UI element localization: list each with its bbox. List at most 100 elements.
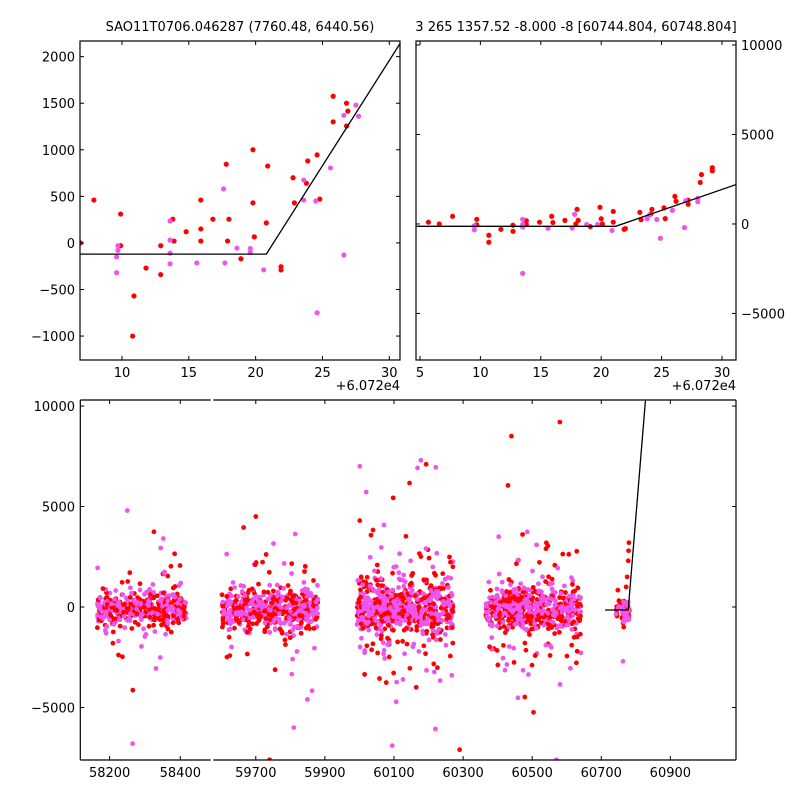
data-point-magenta <box>381 647 387 653</box>
data-point-red <box>762 569 767 574</box>
data-point-magenta <box>402 651 407 657</box>
data-point-magenta <box>633 599 638 604</box>
data-point-magenta <box>752 595 757 600</box>
data-point-red <box>170 585 176 591</box>
data-point-red <box>774 615 779 620</box>
data-point-magenta <box>661 603 666 608</box>
data-point-red <box>691 600 696 605</box>
x-tick-label: 25 <box>653 366 670 381</box>
data-point-magenta <box>675 628 680 633</box>
data-point-red <box>772 602 777 607</box>
data-point-magenta <box>686 603 691 608</box>
data-point-magenta <box>372 568 377 574</box>
data-point-red <box>121 602 126 608</box>
data-point-red <box>672 193 678 200</box>
data-point-magenta <box>794 611 799 616</box>
data-point-red <box>660 598 665 603</box>
data-point-red <box>289 561 295 567</box>
data-point-magenta <box>769 648 774 653</box>
data-point-red <box>510 594 516 600</box>
data-point-red <box>569 621 575 627</box>
data-point-red <box>262 627 268 633</box>
data-point-red <box>639 605 644 610</box>
data-point-magenta <box>669 618 674 623</box>
data-point-red <box>690 613 695 618</box>
data-point-magenta <box>553 610 559 616</box>
data-point-red <box>696 601 701 606</box>
data-point-magenta <box>654 613 659 618</box>
data-point-magenta <box>604 612 609 617</box>
data-point-magenta <box>288 621 293 627</box>
data-point-red <box>457 747 463 753</box>
data-point-red <box>774 642 779 647</box>
data-point-magenta <box>649 615 654 620</box>
data-point-magenta <box>365 603 371 609</box>
data-point-magenta <box>775 597 780 602</box>
data-point-red <box>304 607 310 613</box>
data-point-red <box>486 239 492 245</box>
data-point-magenta <box>673 622 678 627</box>
data-point-magenta <box>572 211 578 217</box>
data-point-magenta <box>550 620 556 625</box>
data-point-red <box>232 625 237 631</box>
data-point-magenta <box>249 601 255 607</box>
data-point-red <box>682 604 687 609</box>
data-point-red <box>127 570 133 576</box>
data-point-magenta <box>744 604 749 609</box>
data-point-red <box>358 587 363 593</box>
data-point-magenta <box>785 622 790 627</box>
data-point-magenta <box>471 227 477 233</box>
data-point-magenta <box>381 522 387 528</box>
data-point-magenta <box>151 590 157 595</box>
data-point-magenta <box>406 608 411 613</box>
data-point-magenta <box>497 603 502 609</box>
data-point-magenta <box>506 644 512 649</box>
data-point-magenta <box>776 593 781 598</box>
data-point-red <box>743 600 748 605</box>
data-point-magenta <box>526 672 531 677</box>
data-point-red <box>794 616 799 621</box>
x-tick-label: 20 <box>593 366 610 381</box>
data-point-red <box>654 608 659 613</box>
data-point-red <box>792 642 797 647</box>
data-point-magenta <box>408 558 414 564</box>
data-point-magenta <box>253 604 259 609</box>
data-point-magenta <box>746 617 751 622</box>
data-point-red <box>757 528 762 533</box>
data-point-magenta <box>754 598 759 603</box>
data-point-red <box>107 612 113 617</box>
data-point-red <box>428 583 434 589</box>
data-point-magenta <box>108 601 114 607</box>
data-point-magenta <box>415 465 420 471</box>
data-point-red <box>667 638 672 643</box>
data-point-magenta <box>543 642 549 648</box>
data-point-red <box>681 610 686 615</box>
data-point-red <box>271 588 276 594</box>
data-point-magenta <box>623 589 628 594</box>
data-point-red <box>642 614 647 619</box>
data-point-red <box>265 589 271 595</box>
data-point-magenta <box>449 593 455 598</box>
data-point-red <box>742 613 747 618</box>
data-point-red <box>255 614 261 620</box>
data-point-magenta <box>764 607 769 612</box>
data-point-red <box>674 599 679 604</box>
data-point-red <box>753 614 758 619</box>
y-tick-label: 10000 <box>741 39 782 54</box>
data-point-magenta <box>631 614 636 619</box>
data-point-magenta <box>612 619 617 624</box>
data-point-magenta <box>633 612 638 617</box>
data-point-magenta <box>610 592 615 597</box>
data-point-magenta <box>666 586 671 591</box>
data-point-red <box>641 605 646 610</box>
data-point-magenta <box>672 603 677 608</box>
y-tick-label: 5000 <box>741 128 774 143</box>
data-point-red <box>219 592 225 598</box>
data-point-red <box>777 571 782 576</box>
data-point-red <box>649 622 654 627</box>
data-point-red <box>634 621 639 626</box>
data-point-magenta <box>768 616 773 621</box>
data-point-magenta <box>155 611 160 617</box>
data-point-magenta <box>641 602 646 607</box>
data-point-magenta <box>752 599 757 604</box>
